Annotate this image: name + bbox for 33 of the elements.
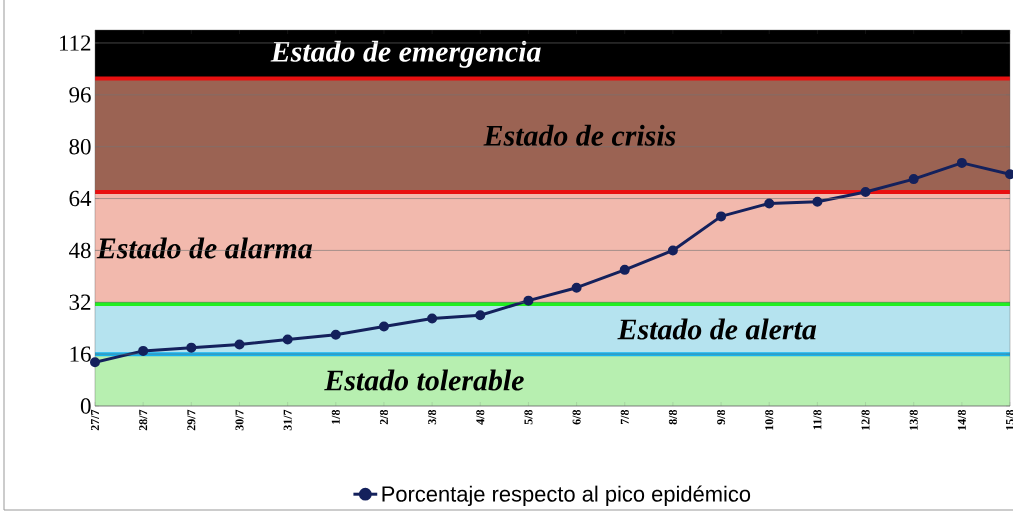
band-label: Estado de emergencia (270, 40, 541, 68)
y-tick-label: 80 (69, 138, 91, 155)
x-tick-label: 29/7 (187, 409, 196, 431)
x-tick-label: 8/8 (668, 409, 677, 425)
y-tick-label: 0 (80, 398, 91, 414)
band-label: Estado tolerable (324, 369, 524, 391)
band-label: Estado de alerta (617, 318, 817, 340)
x-tick-label: 3/8 (428, 409, 437, 425)
y-tick-label: 112 (59, 35, 91, 51)
x-tick-label: 28/7 (139, 409, 148, 431)
x-tick-label: 1/8 (331, 409, 340, 424)
x-tick-label: 7/8 (620, 409, 629, 425)
x-tick-label: 27/7 (90, 409, 100, 431)
x-tick-label: 30/7 (235, 409, 244, 431)
legend-label: Porcentaje respecto al pico epidémico (382, 485, 751, 507)
x-tick-label: 13/8 (909, 409, 918, 430)
x-tick-label: 14/8 (957, 409, 966, 430)
y-tick-label: 96 (69, 87, 91, 103)
x-tick-label: 2/8 (379, 409, 388, 425)
y-tick-label: 64 (69, 190, 92, 207)
x-tick-label: 9/8 (717, 409, 726, 425)
x-tick-label: 11/8 (813, 409, 822, 430)
x-tick-label: 12/8 (861, 409, 870, 430)
x-tick-label: 10/8 (765, 409, 774, 430)
x-tick-label: 31/7 (283, 409, 292, 431)
band-label: Estado de alarma (96, 237, 313, 259)
x-tick-label: 4/8 (476, 409, 485, 425)
x-tick-label: 5/8 (524, 409, 533, 425)
y-tick-label: 16 (70, 346, 91, 362)
band-label: Estado de crisis (483, 124, 676, 146)
x-tick-label: 6/8 (572, 409, 581, 425)
y-tick-label: 32 (69, 294, 91, 310)
y-tick-label: 48 (69, 242, 91, 259)
